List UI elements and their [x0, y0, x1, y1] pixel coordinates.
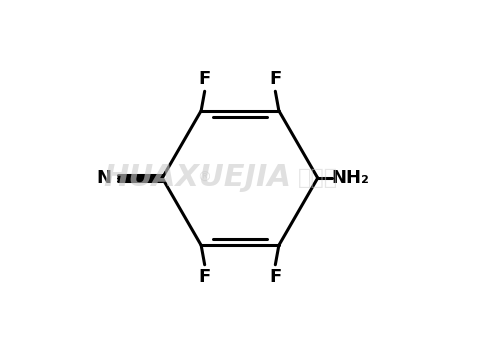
Text: F: F	[199, 70, 211, 88]
Text: ®: ®	[198, 171, 212, 185]
Text: HUAXUEJIA: HUAXUEJIA	[104, 163, 292, 193]
Text: N: N	[96, 169, 111, 187]
Text: 化学加: 化学加	[298, 168, 338, 188]
Text: NH₂: NH₂	[332, 169, 370, 187]
Text: F: F	[269, 268, 281, 286]
Text: F: F	[269, 70, 281, 88]
Text: F: F	[199, 268, 211, 286]
